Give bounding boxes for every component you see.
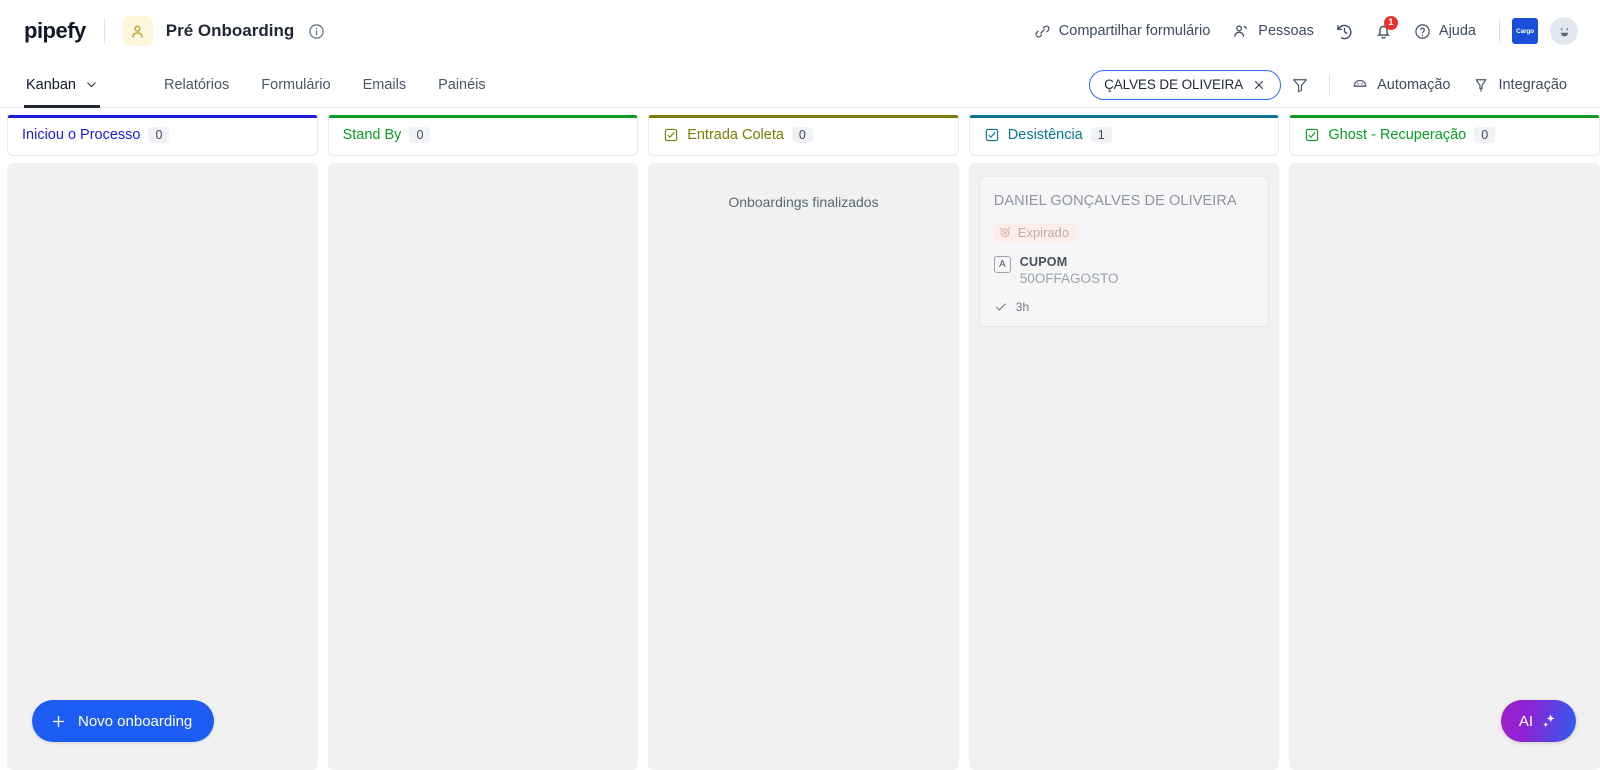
column-accent-bar [1290, 115, 1599, 118]
column-card-list[interactable] [1289, 163, 1600, 770]
help-icon [1415, 23, 1430, 39]
filter-icon[interactable] [1281, 70, 1319, 100]
ai-label: AI [1518, 712, 1533, 730]
people-label: Pessoas [1258, 23, 1314, 39]
tab-formulario[interactable]: Formulário [261, 76, 331, 93]
people-icon [1234, 25, 1248, 37]
notifications-button[interactable]: 1 [1364, 15, 1403, 48]
bell-icon [1377, 25, 1390, 39]
card-field-value: 50OFFAGOSTO [1019, 271, 1119, 287]
chevron-down-icon [87, 82, 96, 88]
column-header[interactable]: Ghost - Recuperação 0 [1289, 115, 1600, 156]
avatar[interactable] [1550, 17, 1578, 45]
text-field-icon: A [993, 256, 1011, 274]
tab-relatorios[interactable]: Relatórios [164, 76, 230, 93]
header-actions: Compartilhar formulário Pessoas 1 [1023, 15, 1578, 48]
person-icon [122, 16, 153, 46]
column-accent-bar [649, 115, 958, 118]
column-accent-bar [8, 115, 317, 118]
header-actions-divider [1499, 19, 1500, 43]
nav-tools-divider [1329, 73, 1331, 96]
status-badge: Expirado [993, 222, 1077, 242]
card-title: DANIEL GONÇALVES DE OLIVEIRA [993, 193, 1237, 209]
nav-right-tools: Automação Integração [1089, 69, 1578, 101]
tab-emails[interactable]: Emails [362, 76, 407, 93]
sparkle-icon [1540, 712, 1558, 730]
search-input[interactable] [1104, 77, 1250, 92]
history-button[interactable] [1325, 15, 1364, 48]
view-selector-kanban[interactable]: Kanban [24, 62, 100, 108]
checkbox-icon [984, 127, 1000, 143]
check-icon [994, 300, 1008, 314]
robot-icon [1353, 79, 1367, 87]
automation-button[interactable]: Automação [1340, 69, 1461, 101]
close-icon[interactable] [1249, 75, 1269, 95]
checkbox-icon [663, 127, 679, 143]
column-note: Onboardings finalizados [728, 194, 879, 210]
column-count: 0 [409, 127, 431, 143]
kanban-column-iniciou-o-processo: Iniciou o Processo 0 [7, 115, 318, 770]
column-count: 0 [1474, 127, 1496, 143]
help-label: Ajuda [1438, 23, 1476, 39]
notification-count-badge: 1 [1383, 15, 1398, 30]
column-card-list[interactable] [7, 163, 318, 770]
column-title: Desistência [1007, 127, 1083, 143]
top-header: pipefy Pré Onboarding Compartilhar formu… [0, 0, 1600, 62]
kanban-column-ghost-recuperacao: Ghost - Recuperação 0 [1289, 115, 1600, 770]
kanban-board: Iniciou o Processo 0 Stand By 0 Entrada … [0, 108, 1600, 770]
kanban-column-desistencia: Desistência 1 DANIEL GONÇALVES DE OLIVEI… [968, 115, 1280, 770]
smiley-avatar-icon [1560, 27, 1568, 36]
kanban-column-stand-by: Stand By 0 [327, 115, 639, 770]
column-title: Entrada Coleta [687, 127, 784, 143]
nav-tabs: Relatórios Formulário Emails Painéis [148, 77, 502, 93]
column-title: Ghost - Recuperação [1328, 127, 1467, 143]
card-field-label: CUPOM [1019, 255, 1068, 270]
new-onboarding-button[interactable]: Novo onboarding [32, 700, 215, 742]
card-field: A CUPOM 50OFFAGOSTO [993, 255, 1255, 287]
column-card-list[interactable]: DANIEL GONÇALVES DE OLIVEIRA Expirado A [968, 163, 1280, 770]
column-title: Stand By [342, 127, 402, 143]
share-form-button[interactable]: Compartilhar formulário [1023, 16, 1222, 47]
plug-icon [1476, 78, 1487, 92]
column-title: Iniciou o Processo [22, 127, 141, 143]
search-box[interactable] [1089, 69, 1282, 100]
column-header[interactable]: Entrada Coleta 0 [648, 115, 959, 156]
kanban-column-entrada-coleta: Entrada Coleta 0 Onboardings finalizados [648, 115, 959, 770]
column-header[interactable]: Desistência 1 [968, 115, 1280, 156]
page-title: Pré Onboarding [165, 21, 295, 40]
status-badge-label: Expirado [1017, 224, 1070, 240]
org-badge[interactable]: Cargo [1512, 18, 1538, 44]
tab-paineis[interactable]: Painéis [438, 76, 486, 93]
header-divider [103, 18, 105, 44]
column-accent-bar [969, 115, 1279, 118]
column-card-list[interactable] [327, 163, 639, 770]
history-icon [1337, 24, 1352, 39]
column-count: 1 [1090, 127, 1112, 143]
info-icon[interactable] [308, 23, 325, 40]
alarm-expired-icon [998, 225, 1012, 239]
column-header[interactable]: Iniciou o Processo 0 [7, 115, 318, 156]
card-age-label: 3h [1015, 300, 1030, 315]
share-form-label: Compartilhar formulário [1058, 23, 1211, 39]
automation-label: Automação [1377, 76, 1451, 93]
checkbox-icon [1304, 127, 1320, 143]
integration-button[interactable]: Integração [1461, 69, 1578, 101]
column-count: 0 [791, 127, 813, 143]
column-accent-bar [328, 115, 638, 118]
ai-assistant-button[interactable]: AI [1500, 700, 1576, 742]
column-header[interactable]: Stand By 0 [327, 115, 639, 156]
integration-label: Integração [1498, 76, 1567, 93]
pipefy-logo[interactable]: pipefy [24, 18, 86, 43]
link-icon [1035, 24, 1050, 38]
new-onboarding-label: Novo onboarding [78, 712, 193, 730]
column-count: 0 [148, 127, 170, 143]
view-selector-label: Kanban [26, 76, 76, 93]
kanban-card[interactable]: DANIEL GONÇALVES DE OLIVEIRA Expirado A [978, 176, 1270, 328]
card-footer: 3h [994, 300, 1255, 314]
people-button[interactable]: Pessoas [1221, 15, 1325, 47]
plus-icon [50, 713, 67, 730]
column-card-list[interactable]: Onboardings finalizados [648, 163, 959, 770]
view-nav: Kanban Relatórios Formulário Emails Pain… [0, 62, 1600, 108]
help-button[interactable]: Ajuda [1403, 16, 1487, 47]
